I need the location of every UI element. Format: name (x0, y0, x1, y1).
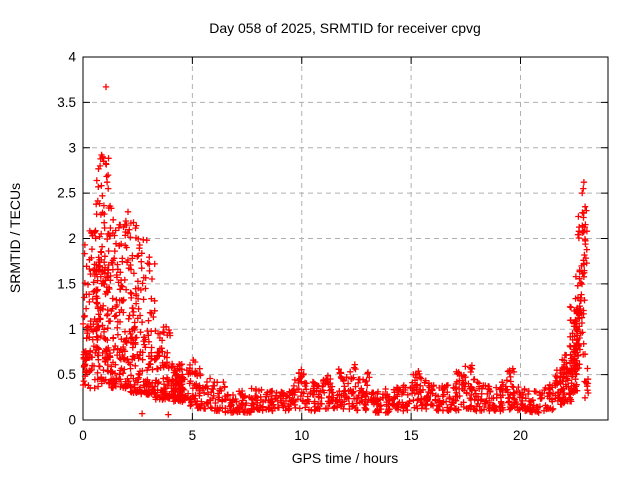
y-tick-label: 2.5 (57, 186, 76, 201)
tick-labels: 0 5 10 15 20 0 0.5 1 1.5 2 2.5 3 3.5 4 (57, 50, 528, 444)
x-tick-label: 0 (79, 428, 87, 443)
y-tick-label: 3 (68, 140, 76, 155)
y-tick-label: 4 (68, 50, 76, 65)
x-tick-label: 10 (294, 428, 309, 443)
y-tick-label: 1.5 (57, 276, 76, 291)
y-tick-label: 3.5 (57, 95, 76, 110)
x-tick-label: 5 (189, 428, 197, 443)
x-axis-label: GPS time / hours (292, 450, 399, 466)
plot-border (82, 56, 609, 421)
grid-lines (83, 57, 608, 420)
x-tick-label: 20 (513, 428, 528, 443)
y-tick-label: 0 (68, 413, 76, 428)
y-tick-label: 1 (68, 322, 76, 337)
chart-title: Day 058 of 2025, SRMTID for receiver cpv… (209, 20, 481, 36)
y-axis-label: SRMTID / TECUs (7, 183, 23, 293)
x-tick-label: 15 (404, 428, 419, 443)
y-tick-label: 2 (68, 231, 76, 246)
y-tick-label: 0.5 (57, 367, 76, 382)
scatter-points (79, 83, 592, 418)
